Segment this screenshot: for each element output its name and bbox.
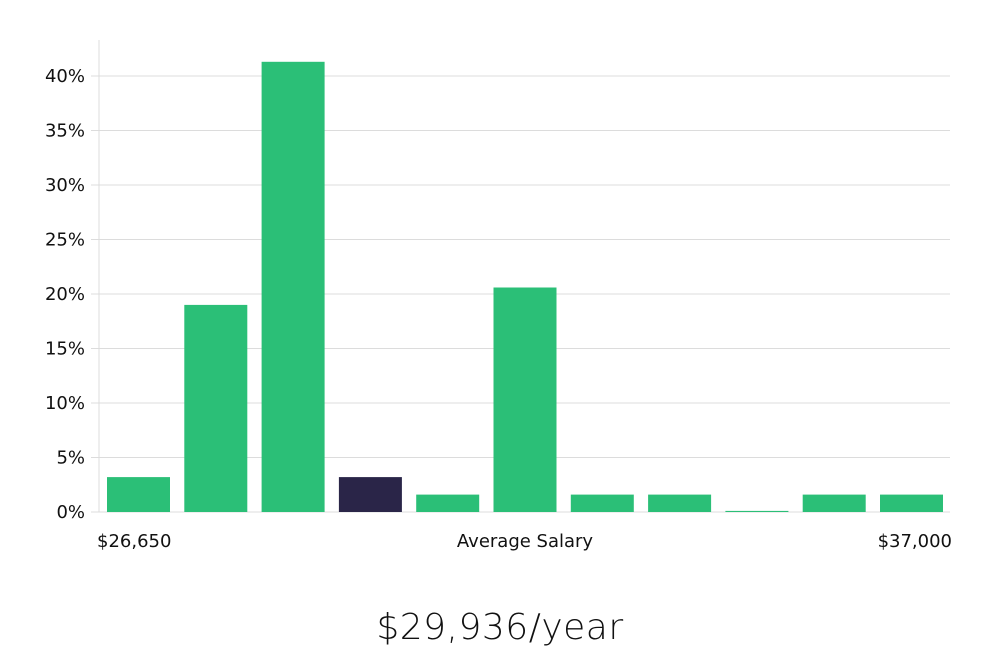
bar xyxy=(416,494,480,512)
tick-layer: 0% 5% 10% 15% 20% 25% 30% 35% 40% xyxy=(45,66,85,523)
bar xyxy=(725,510,789,512)
x-max-label: $37,000 xyxy=(878,531,952,552)
y-tick-label: 20% xyxy=(45,284,85,305)
bar-layer xyxy=(107,61,943,513)
y-tick-label: 15% xyxy=(45,339,85,360)
average-salary-value: $29,936/year xyxy=(376,607,624,648)
salary-histogram: 0% 5% 10% 15% 20% 25% 30% 35% 40% $26,650 Averag… xyxy=(45,40,952,552)
x-axis-label: Average Salary xyxy=(457,531,594,552)
y-tick-label: 30% xyxy=(45,175,85,196)
bar xyxy=(570,494,634,512)
y-tick-label: 5% xyxy=(56,448,85,469)
y-tick-label: 25% xyxy=(45,230,85,251)
y-tick-label: 0% xyxy=(56,502,85,523)
bar-highlight xyxy=(338,477,402,512)
bar xyxy=(648,494,712,512)
x-min-label: $26,650 xyxy=(97,531,171,552)
bar xyxy=(107,477,170,512)
bar xyxy=(802,494,866,512)
y-tick-label: 10% xyxy=(45,393,85,414)
bar xyxy=(493,287,557,512)
y-tick-label: 35% xyxy=(45,121,85,142)
bar xyxy=(261,61,325,513)
bar xyxy=(184,304,248,512)
y-tick-label: 40% xyxy=(45,66,85,87)
bar xyxy=(880,494,943,512)
